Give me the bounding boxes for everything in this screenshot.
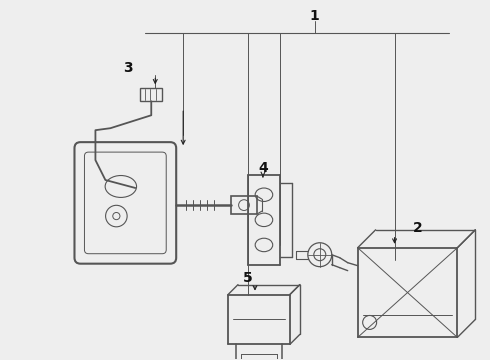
Bar [140, 88, 162, 101]
Bar [231, 196, 257, 214]
Text: 2: 2 [413, 221, 422, 235]
Text: 3: 3 [123, 62, 133, 76]
Text: 5: 5 [243, 271, 253, 285]
Text: 1: 1 [310, 9, 319, 23]
Text: 4: 4 [258, 161, 268, 175]
